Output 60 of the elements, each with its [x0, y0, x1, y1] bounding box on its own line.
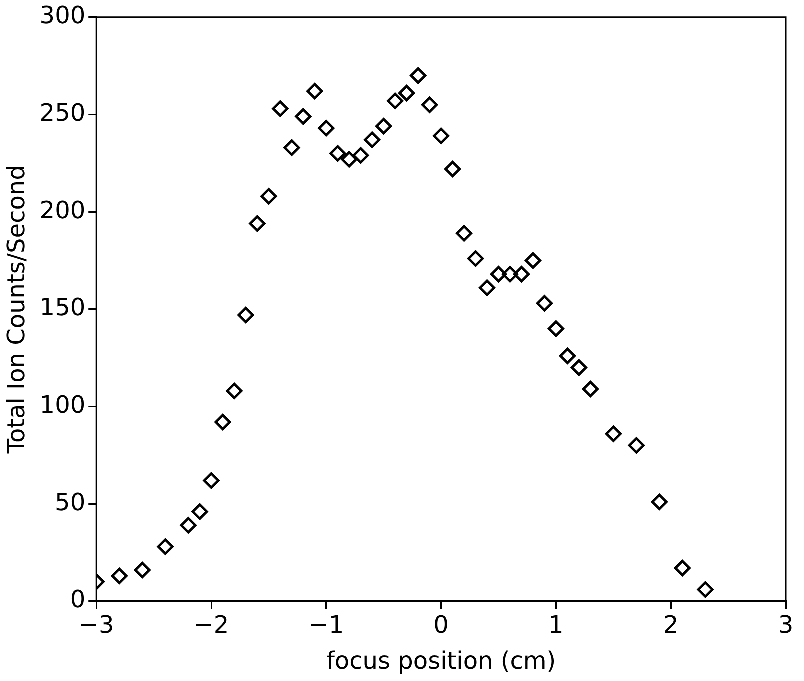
point — [548, 320, 564, 338]
point — [628, 437, 645, 454]
point — [260, 188, 278, 205]
point — [490, 266, 508, 283]
point — [134, 562, 151, 579]
point — [422, 96, 438, 114]
point — [272, 100, 289, 118]
point — [306, 83, 324, 100]
point — [318, 120, 335, 137]
point — [444, 160, 462, 178]
y-tick-label: 50 — [55, 488, 86, 516]
point — [111, 568, 128, 584]
point — [570, 360, 588, 376]
y-tick-label: 250 — [40, 98, 86, 127]
y-tick-label: 300 — [40, 2, 86, 30]
point — [214, 414, 232, 431]
point — [410, 68, 427, 84]
point — [226, 382, 243, 400]
point — [559, 348, 576, 364]
point — [180, 517, 197, 534]
point — [479, 280, 496, 296]
point — [203, 472, 220, 489]
point — [330, 145, 346, 162]
point — [284, 140, 300, 156]
x-tick-label: 3 — [778, 611, 794, 640]
point — [536, 295, 553, 312]
point — [238, 306, 254, 324]
point — [376, 118, 392, 135]
point — [364, 132, 381, 148]
point — [651, 494, 668, 510]
y-tick-label: 200 — [40, 196, 86, 224]
y-tick-label: 150 — [40, 294, 86, 322]
x-tick-label: −3 — [78, 611, 114, 640]
x-tick-label: 2 — [663, 611, 679, 640]
y-tick-label: 100 — [40, 390, 86, 419]
x-axis-title: focus position (cm) — [326, 646, 556, 675]
point — [697, 581, 714, 598]
point — [295, 108, 312, 125]
point — [249, 215, 266, 232]
point — [582, 380, 599, 398]
point — [502, 266, 518, 283]
point — [513, 266, 530, 283]
point — [157, 538, 174, 556]
point — [398, 85, 416, 102]
point — [605, 426, 622, 442]
point — [456, 225, 473, 242]
x-tick-label: 1 — [548, 611, 564, 640]
x-tick-label: −1 — [308, 611, 344, 640]
point — [192, 504, 208, 520]
point — [524, 252, 542, 269]
x-tick-label: −2 — [194, 611, 230, 640]
point — [387, 92, 404, 110]
y-tick-label: 0 — [70, 586, 86, 614]
point — [433, 128, 450, 144]
point — [468, 250, 484, 268]
point — [341, 151, 358, 168]
point — [352, 147, 370, 164]
point — [674, 560, 691, 577]
y-axis-title: Total Ion Counts/Second — [2, 165, 31, 455]
x-tick-label: 0 — [434, 611, 449, 640]
